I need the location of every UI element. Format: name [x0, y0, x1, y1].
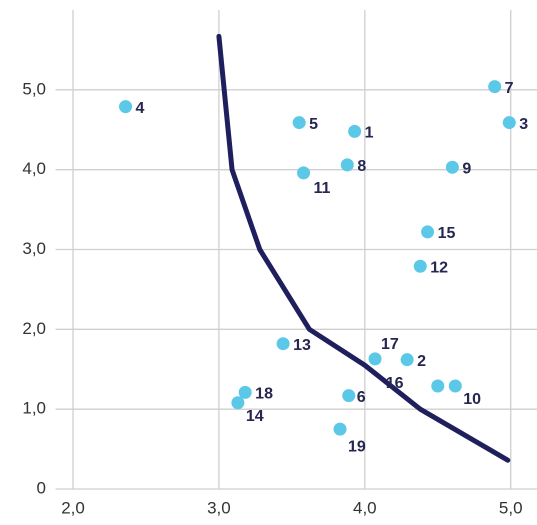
point-label: 12	[430, 259, 448, 276]
point-label: 6	[357, 389, 366, 406]
data-point	[448, 379, 462, 393]
data-point	[421, 225, 435, 239]
data-point	[340, 158, 354, 172]
x-tick-label: 4,0	[353, 498, 377, 517]
y-tick-label: 0	[37, 478, 46, 497]
point-label: 1	[365, 125, 374, 142]
data-point	[342, 389, 356, 403]
point-label: 14	[246, 408, 264, 425]
y-tick-label: 2,0	[22, 319, 46, 338]
point-label: 16	[386, 375, 404, 392]
x-tick-label: 2,0	[61, 498, 85, 517]
point-label: 10	[463, 391, 481, 408]
point-label: 13	[293, 337, 311, 354]
point-label: 4	[136, 100, 145, 117]
y-tick-label: 4,0	[22, 159, 46, 178]
point-label: 15	[438, 225, 456, 242]
x-tick-label: 5,0	[499, 498, 523, 517]
point-label: 18	[255, 386, 273, 403]
point-label: 3	[519, 116, 528, 133]
data-point	[333, 422, 347, 436]
x-tick-label: 3,0	[207, 498, 231, 517]
point-label: 2	[417, 353, 426, 370]
point-label: 11	[314, 180, 331, 197]
data-point	[445, 160, 459, 174]
y-tick-label: 5,0	[22, 79, 46, 98]
data-point	[238, 385, 252, 399]
point-label: 8	[357, 158, 366, 175]
data-point	[368, 352, 382, 366]
data-point	[292, 116, 306, 130]
point-label: 9	[462, 160, 471, 177]
point-label: 5	[309, 116, 318, 133]
data-point	[297, 166, 311, 180]
y-tick-label: 1,0	[22, 399, 46, 418]
curve	[216, 33, 511, 463]
point-label: 19	[348, 438, 366, 455]
data-point	[231, 396, 245, 410]
data-point	[276, 337, 290, 351]
y-tick-label: 3,0	[22, 239, 46, 258]
data-point	[119, 100, 133, 114]
data-point	[348, 124, 362, 138]
data-point	[431, 379, 445, 393]
data-point	[413, 259, 427, 273]
data-point	[400, 353, 414, 367]
point-label: 17	[381, 336, 399, 353]
data-point	[488, 80, 502, 94]
data-point	[502, 116, 516, 130]
point-label: 7	[505, 80, 514, 97]
